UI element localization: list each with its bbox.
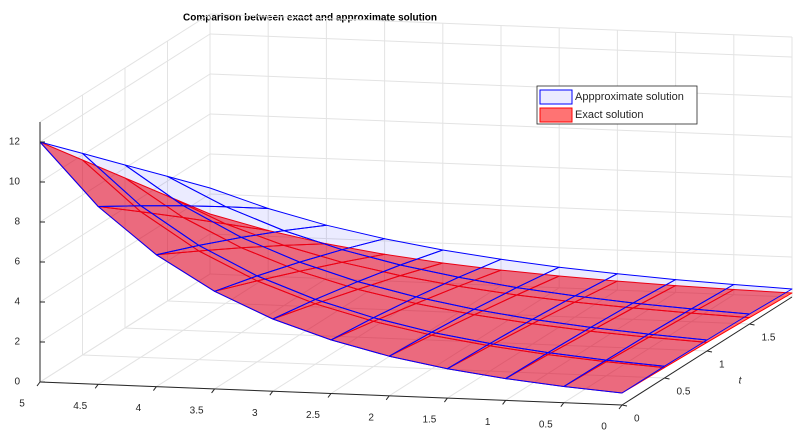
t-tick-label: 0 [634, 414, 640, 425]
z-tick-label: 2 [14, 337, 20, 348]
grid-line [209, 193, 793, 218]
t-axis-label: t [739, 376, 743, 387]
x-tick-label: 1 [485, 417, 491, 428]
x-tick-label: 5 [19, 399, 25, 410]
x-tick-label: 2 [368, 412, 374, 423]
x-tick [560, 402, 565, 408]
x-tick-label: 4.5 [73, 401, 87, 412]
legend-swatch [539, 107, 573, 123]
x-tick [327, 393, 332, 398]
t-tick [749, 323, 755, 326]
z-tick-label: 8 [14, 217, 20, 228]
z-tick-label: 6 [14, 257, 20, 268]
z-tick-label: 4 [14, 297, 20, 308]
z-tick-label: 12 [9, 137, 21, 148]
x-tick [443, 397, 448, 403]
legend: Appproximate solution Exact solution [536, 85, 698, 125]
x-tick-label: 0.5 [539, 419, 553, 430]
x-tick-label: 3 [252, 408, 258, 419]
legend-swatch [539, 89, 573, 105]
x-tick-label: 2.5 [306, 410, 320, 421]
z-tick-label: 0 [14, 377, 20, 388]
x-tick [152, 386, 157, 391]
legend-label: Exact solution [575, 109, 643, 121]
x-tick [36, 381, 41, 387]
t-tick-label: 1.5 [762, 333, 776, 344]
t-tick [664, 377, 670, 380]
z-tick-label: 10 [9, 177, 21, 188]
x-tick-label: 4 [136, 403, 142, 414]
x-tick [502, 400, 507, 405]
x-tick-label: 0 [601, 422, 607, 433]
grid-line [39, 273, 211, 383]
x-tick-label: 3.5 [190, 406, 204, 417]
grid-line [209, 33, 793, 58]
grid-line [39, 113, 211, 223]
t-tick [621, 404, 628, 407]
t-tick-label: 1 [719, 360, 725, 371]
x-tick [269, 390, 274, 396]
legend-label: Appproximate solution [575, 91, 684, 103]
box-edge [209, 13, 793, 38]
box-edge [39, 13, 211, 123]
x-tick [385, 395, 390, 401]
x-tick [94, 383, 99, 389]
t-tick-label: 0.5 [677, 387, 691, 398]
x-tick [618, 404, 623, 410]
grid-line [209, 153, 793, 178]
t-tick [706, 350, 713, 353]
x-tick-label: 1.5 [422, 415, 436, 426]
surfaces [39, 141, 793, 394]
surface-face [39, 141, 142, 207]
grid-line [39, 33, 211, 143]
grid-line [209, 113, 793, 138]
x-tick [211, 388, 216, 394]
axes: 0 0.5 1 1.5 2 2.5 3 3.5 4 4.5 5 0 0.5 1 1.5 0 2 4 6 8 10 12 t [9, 122, 793, 433]
